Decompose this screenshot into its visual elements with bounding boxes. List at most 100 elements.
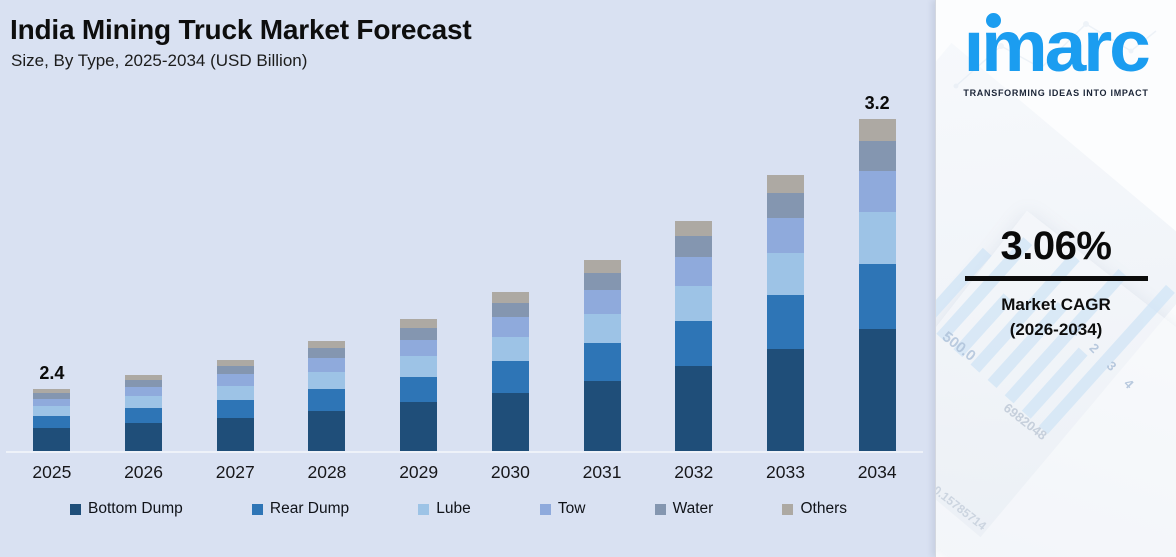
stacked-bar-2030 [491,292,529,451]
stacked-bar-2028 [308,340,346,451]
segment-others-2026 [125,375,163,381]
stacked-bar-2032 [675,221,713,451]
segment-tow-2030 [491,317,529,337]
segment-water-2034 [858,140,896,172]
segment-others-2030 [491,292,529,303]
segment-others-2028 [308,340,346,349]
bar-slot-2032 [648,101,740,451]
legend-swatch-icon [418,503,430,515]
segment-rear-dump-2025 [33,416,71,429]
segment-water-2033 [766,193,804,219]
legend-item-others: Others [782,500,847,518]
segment-tow-2025 [33,398,71,407]
cagr-years: (2026-2034) [1009,319,1103,339]
segment-others-2032 [675,221,713,237]
segment-tow-2033 [766,218,804,253]
segment-water-2029 [400,327,438,340]
segment-rear-dump-2026 [125,408,163,423]
legend-item-rear-dump: Rear Dump [251,500,349,518]
legend-swatch-icon [782,503,794,515]
segment-bottom-dump-2028 [308,410,346,451]
legend-swatch-icon [251,503,263,515]
x-axis-label-2032: 2032 [674,462,714,482]
legend-label: Others [800,500,847,517]
segment-bottom-dump-2029 [400,402,438,451]
legend-label: Water [672,500,714,517]
bar-slot-2027 [189,101,281,451]
segment-tow-2026 [125,386,163,397]
segment-lube-2026 [125,396,163,409]
stacked-bar-2029 [400,318,438,451]
chart-panel: India Mining Truck Market Forecast Size,… [6,14,923,518]
plot-area: 2.4 3.2 [6,93,923,453]
logo-tagline: TRANSFORMING IDEAS INTO IMPACT [963,88,1149,98]
x-axis-label-2029: 2029 [399,462,439,482]
cagr-label: Market CAGR [1001,295,1111,314]
stacked-bar-2031 [583,260,621,451]
legend-swatch-icon [539,503,551,515]
stacked-bar-2027 [216,360,254,451]
segment-rear-dump-2029 [400,376,438,403]
cagr-divider [964,276,1148,281]
segment-rear-dump-2030 [491,361,529,393]
watermark-network-pattern [953,21,1157,89]
value-label-2025: 2.4 [39,363,65,384]
segment-lube-2025 [33,406,71,417]
segment-water-2025 [33,393,71,399]
segment-tow-2029 [400,339,438,357]
segment-water-2028 [308,348,346,359]
bar-slot-2030 [465,101,557,451]
imarc-logo: ımarc [936,7,1176,87]
bar-slot-2033 [740,101,832,451]
segment-bottom-dump-2025 [33,428,71,451]
segment-bottom-dump-2026 [125,423,163,451]
segment-lube-2031 [583,313,621,344]
segment-bottom-dump-2030 [491,392,529,451]
legend-item-bottom-dump: Bottom Dump [70,500,183,518]
legend-item-water: Water [654,500,714,518]
logo-dot-icon [986,13,1002,28]
stacked-bar-2034 [858,118,896,451]
stacked-bar-2033 [766,175,804,451]
brand-panel: 500.0 1 2 3 4 6982048 0.15785714 ımarc T… [935,0,1176,557]
segment-water-2027 [216,366,254,375]
segment-others-2033 [766,175,804,194]
segment-bottom-dump-2033 [766,349,804,451]
segment-tow-2031 [583,290,621,314]
x-axis-label-2033: 2033 [766,462,805,482]
segment-water-2026 [125,380,163,387]
legend-swatch-icon [70,503,81,515]
segment-bottom-dump-2032 [675,366,713,451]
legend-swatch-icon [654,503,666,515]
segment-water-2031 [583,272,621,291]
segment-others-2031 [583,260,621,273]
logo-text: ımarc [963,7,1151,87]
legend-item-lube: Lube [418,500,471,518]
stacked-bar-2026 [125,375,163,451]
legend-label: Lube [436,500,471,517]
bar-slot-2026 [98,101,190,451]
chart-subtitle: Size, By Type, 2025-2034 (USD Billion) [11,51,308,70]
segment-tow-2032 [675,257,713,286]
segment-lube-2028 [308,371,346,389]
value-label-2034: 3.2 [864,92,890,113]
segment-bottom-dump-2031 [583,380,621,451]
segment-rear-dump-2028 [308,388,346,411]
page-title: India Mining Truck Market Forecast [10,14,472,45]
segment-bottom-dump-2034 [858,328,896,451]
cagr-block: 3.06% Market CAGR (2026-2034) [936,224,1176,342]
segment-lube-2029 [400,356,438,377]
segment-others-2025 [33,389,71,394]
segment-others-2029 [400,318,438,328]
x-axis-label-2034: 2034 [857,462,897,482]
segment-tow-2027 [216,374,254,386]
segment-rear-dump-2027 [216,399,254,418]
legend-label: Tow [557,500,586,517]
stacked-bar-2025 [33,389,71,451]
bar-slot-2025: 2.4 [6,101,98,451]
chart-legend: Bottom Dump Rear Dump Lube Tow Water Others [70,500,847,518]
segment-lube-2032 [675,285,713,322]
segment-lube-2033 [766,252,804,296]
x-axis-label-2028: 2028 [307,462,347,482]
